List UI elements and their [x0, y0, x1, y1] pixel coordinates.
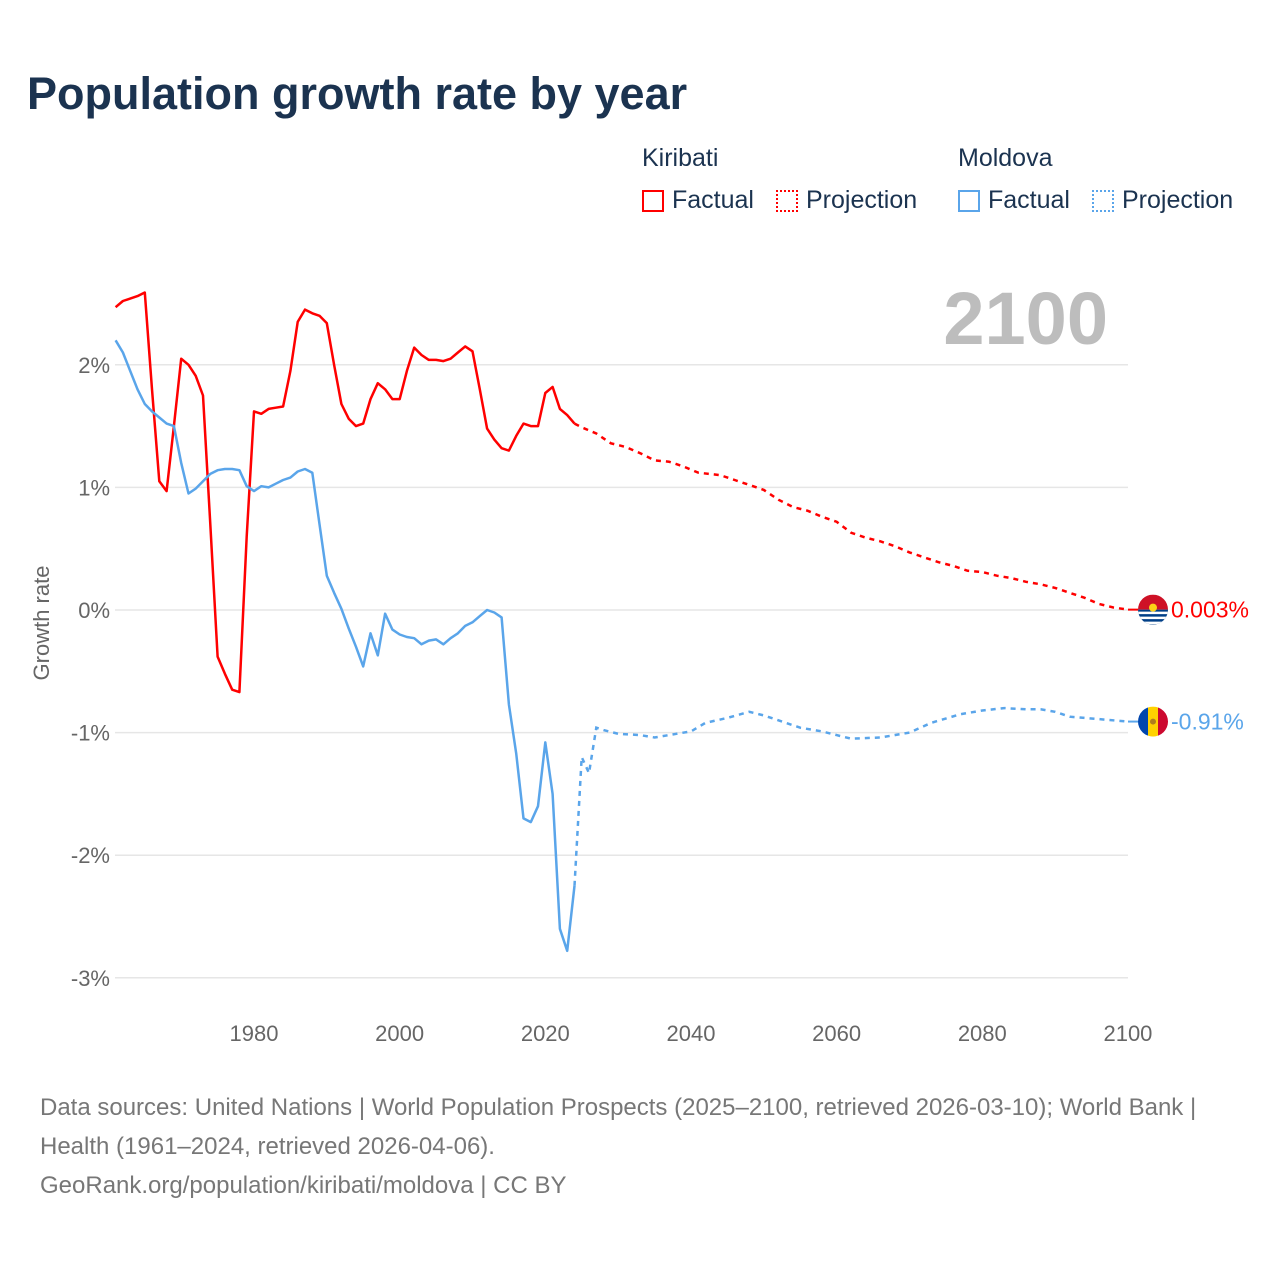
kiribati-projection-line: [573, 422, 1129, 611]
x-tick-label: 2000: [375, 1021, 424, 1046]
y-axis-label: Growth rate: [29, 565, 54, 681]
legend-item-kiribati-projection[interactable]: Projection: [776, 186, 917, 215]
legend-item-moldova-projection[interactable]: Projection: [1092, 186, 1233, 215]
dotted-swatch-icon: [776, 189, 798, 212]
legend-group-title: Moldova: [958, 144, 1053, 172]
dotted-swatch-icon: [1092, 189, 1114, 212]
y-tick-label: -1%: [71, 721, 110, 746]
legend-label: Projection: [1122, 186, 1234, 214]
footer: Data sources: United Nations | World Pop…: [40, 1088, 1240, 1205]
legend-label: Projection: [806, 186, 918, 214]
legend-item-moldova-factual[interactable]: Factual: [958, 186, 1070, 215]
moldova-factual-line: [114, 339, 576, 953]
flag-wave: [1138, 611, 1168, 615]
x-tick-label: 2040: [667, 1021, 716, 1046]
flag-red: [1138, 594, 1168, 610]
flag-wave: [1138, 621, 1168, 625]
moldova-flag-icon: [1138, 706, 1168, 737]
kiribati-factual-line: [114, 291, 576, 694]
x-tick-label: 2080: [958, 1021, 1007, 1046]
current-year-label: 2100: [943, 277, 1108, 360]
y-tick-label: 1%: [78, 475, 110, 500]
solid-swatch-icon: [642, 189, 664, 212]
kiribati-flag-icon: [1138, 594, 1168, 625]
flag-blue: [1138, 706, 1148, 737]
data-sources: Data sources: United Nations | World Pop…: [40, 1094, 1197, 1160]
page-title: Population growth rate by year: [27, 68, 688, 119]
legend-item-kiribati-factual[interactable]: Factual: [642, 186, 754, 215]
solid-swatch-icon: [958, 189, 980, 212]
legend-label: Factual: [988, 186, 1070, 214]
legend-label: Factual: [672, 186, 754, 214]
moldova-projection-line: [573, 706, 1129, 886]
flag-wave: [1138, 616, 1168, 620]
flag-sun: [1149, 603, 1157, 612]
flag-red: [1158, 706, 1168, 737]
y-tick-label: 2%: [78, 353, 110, 378]
x-tick-label: 2060: [812, 1021, 861, 1046]
flag-emblem: [1150, 718, 1156, 725]
legend-group-title: Kiribati: [642, 144, 719, 172]
x-tick-label: 2020: [521, 1021, 570, 1046]
y-tick-label: -3%: [71, 966, 110, 991]
x-tick-label: 2100: [1103, 1021, 1152, 1046]
moldova-end-value-label: -0.91%: [1171, 709, 1244, 735]
y-tick-label: 0%: [78, 598, 110, 623]
credit-link[interactable]: GeoRank.org/population/kiribati/moldova …: [40, 1172, 567, 1199]
kiribati-end-value-label: 0.003%: [1171, 597, 1249, 623]
x-tick-label: 1980: [230, 1021, 279, 1046]
y-tick-label: -2%: [71, 843, 110, 868]
